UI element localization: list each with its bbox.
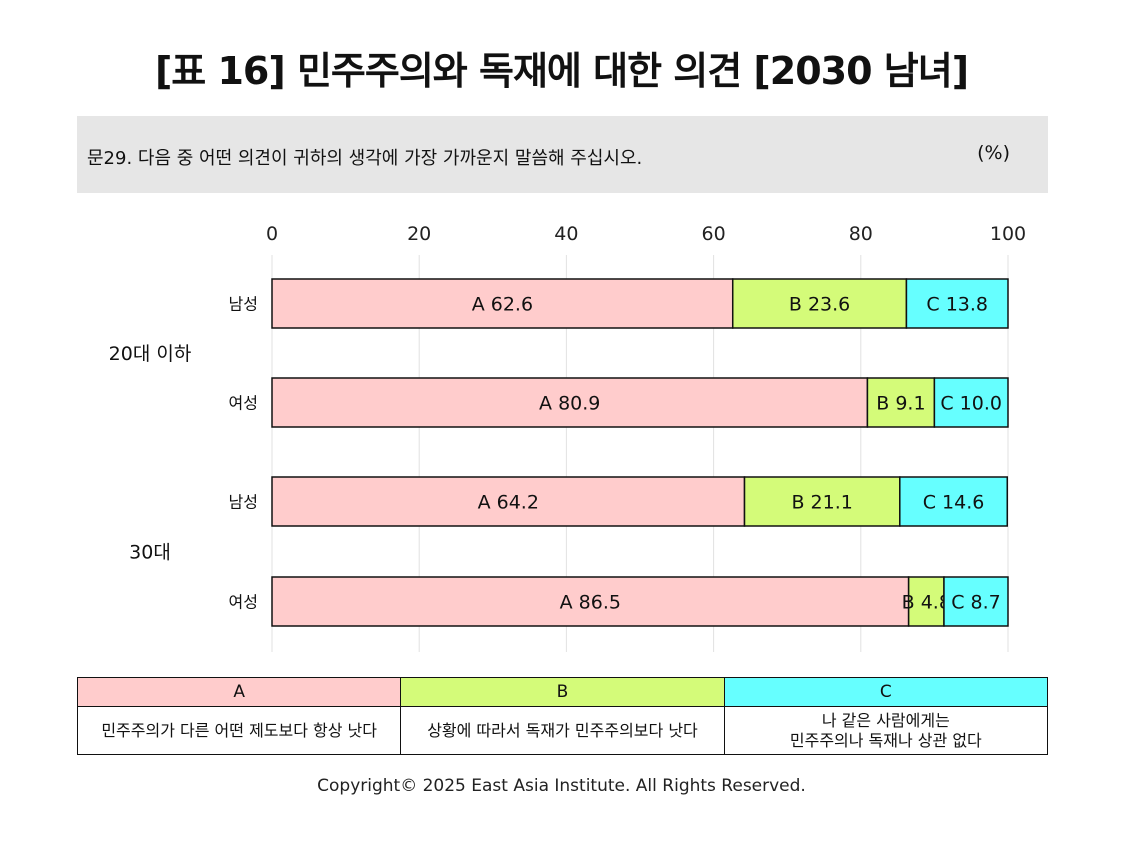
question-text: 문29. 다음 중 어떤 의견이 귀하의 생각에 가장 가까운지 말씀해 주십시…	[87, 148, 643, 169]
bar-segment	[271, 476, 746, 527]
data-label: A 62.6	[472, 294, 533, 316]
legend-header-a: A	[76, 677, 402, 707]
copyright-notice: Copyright© 2025 East Asia Institute. All…	[317, 776, 806, 796]
bar-segment	[899, 476, 1009, 527]
legend-description-b: 상황에 따라서 독재가 민주주의보다 낫다	[400, 706, 725, 755]
x-tick-label: 0	[266, 223, 278, 245]
data-label: C 8.7	[951, 592, 1001, 614]
data-label: B 21.1	[791, 492, 852, 514]
data-label: A 86.5	[560, 592, 621, 614]
data-label: C 13.8	[926, 294, 988, 316]
bar-segment	[743, 476, 901, 527]
data-label: C 10.0	[940, 393, 1002, 415]
legend-description-row: 민주주의가 다른 어떤 제도보다 항상 낫다 상황에 따라서 독재가 민주주의보…	[76, 706, 1049, 755]
question-box: 문29. 다음 중 어떤 의견이 귀하의 생각에 가장 가까운지 말씀해 주십시…	[77, 116, 1048, 193]
bar-segment	[866, 377, 936, 428]
x-tick-label: 80	[849, 223, 873, 245]
data-label: A 80.9	[539, 393, 600, 415]
row-label: 여성	[229, 394, 258, 413]
row-label: 여성	[229, 593, 258, 612]
legend-table: A B C 민주주의가 다른 어떤 제도보다 항상 낫다 상황에 따라서 독재가…	[76, 677, 1049, 755]
bar-segment	[271, 576, 910, 627]
bar-segment	[271, 377, 869, 428]
row-label: 남성	[229, 295, 258, 314]
legend-header-row: A B C	[76, 677, 1049, 707]
legend-description-c: 나 같은 사람에게는 민주주의나 독재나 상관 없다	[723, 706, 1049, 755]
data-label: B 4.8	[902, 592, 951, 614]
bar-segment	[905, 278, 1009, 329]
data-label: B 9.1	[876, 393, 925, 415]
x-tick-label: 40	[554, 223, 578, 245]
group-label: 30대	[129, 542, 171, 564]
unit-label: (%)	[977, 142, 1010, 164]
legend-header-c: C	[723, 677, 1049, 707]
bar-segment	[933, 377, 1009, 428]
page-title: [표 16] 민주주의와 독재에 대한 의견 [2030 남녀]	[154, 49, 969, 93]
x-tick-label: 20	[407, 223, 431, 245]
legend-header-b: B	[400, 677, 725, 707]
x-tick-label: 100	[990, 223, 1026, 245]
data-label: C 14.6	[923, 492, 985, 514]
legend-description-a: 민주주의가 다른 어떤 제도보다 항상 낫다	[76, 706, 402, 755]
row-label: 남성	[229, 493, 258, 512]
bar-segment	[943, 576, 1009, 627]
group-label: 20대 이하	[109, 343, 192, 365]
data-label: B 23.6	[789, 294, 850, 316]
x-tick-label: 60	[702, 223, 726, 245]
data-label: A 64.2	[478, 492, 539, 514]
